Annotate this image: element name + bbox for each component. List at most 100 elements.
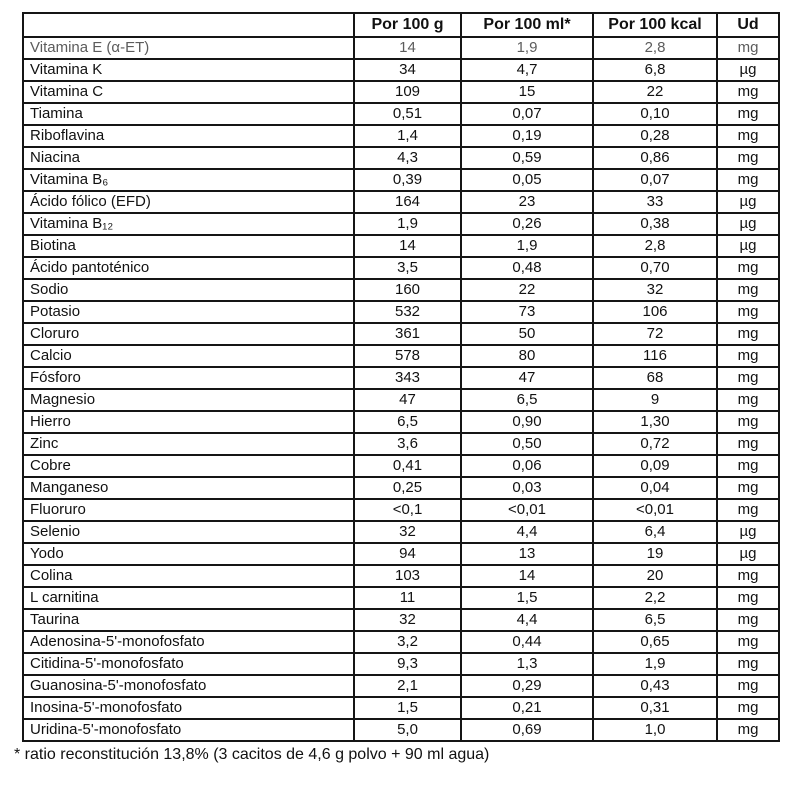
per-100ml-value-cell: 14 xyxy=(460,564,594,588)
per-100kcal-value-cell: 106 xyxy=(592,300,718,324)
unit-cell: mg xyxy=(716,146,780,170)
per-100ml-value-cell: 47 xyxy=(460,366,594,390)
per-100ml-value-cell: 13 xyxy=(460,542,594,566)
per-100kcal-value-cell: 0,31 xyxy=(592,696,718,720)
nutrient-name-cell: Adenosina-5'-monofosfato xyxy=(22,630,355,654)
nutrient-name-cell: Potasio xyxy=(22,300,355,324)
nutrient-name-cell: Niacina xyxy=(22,146,355,170)
per-100ml-value-cell: 50 xyxy=(460,322,594,346)
nutrient-name-cell: Hierro xyxy=(22,410,355,434)
per-100kcal-value-cell: 0,09 xyxy=(592,454,718,478)
per-100kcal-value-cell: 0,10 xyxy=(592,102,718,126)
nutrient-name-cell: Fósforo xyxy=(22,366,355,390)
per-100g-value-cell: 5,0 xyxy=(353,718,462,742)
table-row: Ácido pantoténico 3,5 0,48 0,70 mg xyxy=(22,256,780,280)
per-100ml-value-cell: 0,19 xyxy=(460,124,594,148)
per-100kcal-value-cell: 32 xyxy=(592,278,718,302)
table-row: Uridina-5'-monofosfato 5,0 0,69 1,0 mg xyxy=(22,718,780,742)
unit-cell: mg xyxy=(716,608,780,632)
col-header-per-100kcal: Por 100 kcal xyxy=(592,12,718,38)
nutrient-name-cell: Riboflavina xyxy=(22,124,355,148)
per-100g-value-cell: 1,9 xyxy=(353,212,462,236)
table-row: Vitamina K 34 4,7 6,8 µg xyxy=(22,58,780,82)
per-100ml-value-cell: 0,21 xyxy=(460,696,594,720)
table-row: Vitamina E (α-ET) 14 1,9 2,8 mg xyxy=(22,36,780,60)
per-100kcal-value-cell: 116 xyxy=(592,344,718,368)
nutrient-name-cell: Uridina-5'-monofosfato xyxy=(22,718,355,742)
per-100kcal-value-cell: 0,70 xyxy=(592,256,718,280)
unit-cell: mg xyxy=(716,344,780,368)
per-100kcal-value-cell: 0,43 xyxy=(592,674,718,698)
per-100kcal-value-cell: 0,38 xyxy=(592,212,718,236)
per-100g-value-cell: 2,1 xyxy=(353,674,462,698)
table-row: Selenio 32 4,4 6,4 µg xyxy=(22,520,780,544)
table-row: Tiamina 0,51 0,07 0,10 mg xyxy=(22,102,780,126)
unit-cell: mg xyxy=(716,432,780,456)
per-100kcal-value-cell: 6,8 xyxy=(592,58,718,82)
per-100ml-value-cell: 1,9 xyxy=(460,234,594,258)
per-100ml-value-cell: 80 xyxy=(460,344,594,368)
per-100ml-value-cell: 1,3 xyxy=(460,652,594,676)
unit-cell: µg xyxy=(716,520,780,544)
unit-cell: mg xyxy=(716,696,780,720)
table-row: Manganeso 0,25 0,03 0,04 mg xyxy=(22,476,780,500)
per-100g-value-cell: 1,4 xyxy=(353,124,462,148)
per-100kcal-value-cell: 0,28 xyxy=(592,124,718,148)
table-row: Ácido fólico (EFD) 164 23 33 µg xyxy=(22,190,780,214)
nutrient-name-cell: Cobre xyxy=(22,454,355,478)
per-100kcal-value-cell: 19 xyxy=(592,542,718,566)
per-100g-value-cell: 578 xyxy=(353,344,462,368)
table-row: Riboflavina 1,4 0,19 0,28 mg xyxy=(22,124,780,148)
unit-cell: mg xyxy=(716,102,780,126)
per-100ml-value-cell: 4,7 xyxy=(460,58,594,82)
unit-cell: mg xyxy=(716,278,780,302)
table-row: Fluoruro <0,1 <0,01 <0,01 mg xyxy=(22,498,780,522)
nutrient-name-cell: Vitamina B₆ xyxy=(22,168,355,192)
unit-cell: mg xyxy=(716,718,780,742)
per-100g-value-cell: 0,39 xyxy=(353,168,462,192)
nutrient-name-cell: Ácido pantoténico xyxy=(22,256,355,280)
per-100ml-value-cell: 15 xyxy=(460,80,594,104)
per-100ml-value-cell: 0,29 xyxy=(460,674,594,698)
per-100g-value-cell: 532 xyxy=(353,300,462,324)
per-100ml-value-cell: 0,90 xyxy=(460,410,594,434)
unit-cell: mg xyxy=(716,366,780,390)
per-100ml-value-cell: 0,07 xyxy=(460,102,594,126)
table-row: Sodio 160 22 32 mg xyxy=(22,278,780,302)
per-100ml-value-cell: 0,59 xyxy=(460,146,594,170)
unit-cell: mg xyxy=(716,454,780,478)
per-100ml-value-cell: <0,01 xyxy=(460,498,594,522)
unit-cell: mg xyxy=(716,630,780,654)
table-row: Biotina 14 1,9 2,8 µg xyxy=(22,234,780,258)
table-row: Hierro 6,5 0,90 1,30 mg xyxy=(22,410,780,434)
nutrient-name-cell: Tiamina xyxy=(22,102,355,126)
per-100kcal-value-cell: 2,8 xyxy=(592,234,718,258)
per-100ml-value-cell: 0,50 xyxy=(460,432,594,456)
table-header: Por 100 g Por 100 ml* Por 100 kcal Ud xyxy=(22,12,780,38)
table-row: Calcio 578 80 116 mg xyxy=(22,344,780,368)
table-row: Vitamina C 109 15 22 mg xyxy=(22,80,780,104)
per-100g-value-cell: <0,1 xyxy=(353,498,462,522)
table-row: Niacina 4,3 0,59 0,86 mg xyxy=(22,146,780,170)
per-100kcal-value-cell: 0,04 xyxy=(592,476,718,500)
per-100kcal-value-cell: 0,86 xyxy=(592,146,718,170)
table-row: Taurina 32 4,4 6,5 mg xyxy=(22,608,780,632)
per-100kcal-value-cell: 1,9 xyxy=(592,652,718,676)
per-100g-value-cell: 11 xyxy=(353,586,462,610)
nutrient-name-cell: Taurina xyxy=(22,608,355,632)
unit-cell: µg xyxy=(716,58,780,82)
per-100kcal-value-cell: 0,65 xyxy=(592,630,718,654)
unit-cell: mg xyxy=(716,498,780,522)
per-100ml-value-cell: 1,9 xyxy=(460,36,594,60)
table-row: Colina 103 14 20 mg xyxy=(22,564,780,588)
unit-cell: mg xyxy=(716,410,780,434)
per-100kcal-value-cell: 68 xyxy=(592,366,718,390)
unit-cell: mg xyxy=(716,674,780,698)
per-100g-value-cell: 361 xyxy=(353,322,462,346)
unit-cell: mg xyxy=(716,476,780,500)
table-row: Zinc 3,6 0,50 0,72 mg xyxy=(22,432,780,456)
col-header-empty xyxy=(22,12,355,38)
table-row: Vitamina B₁₂ 1,9 0,26 0,38 µg xyxy=(22,212,780,236)
per-100g-value-cell: 14 xyxy=(353,234,462,258)
nutrient-name-cell: Vitamina K xyxy=(22,58,355,82)
